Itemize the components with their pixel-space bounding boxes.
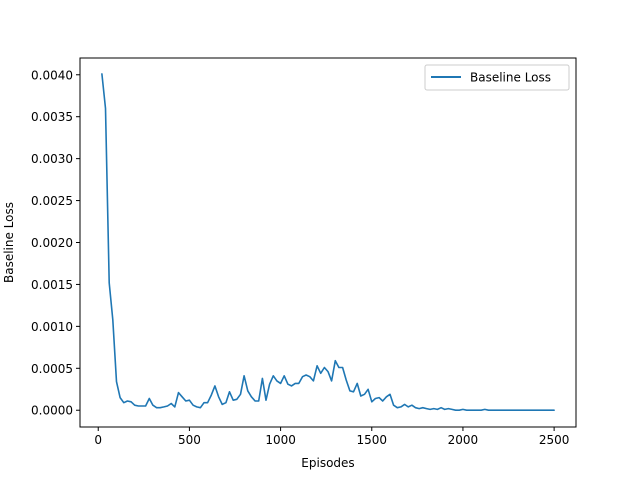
y-tick-label: 0.0040: [31, 68, 73, 82]
y-tick-label: 0.0015: [31, 278, 73, 292]
x-tick-label: 500: [178, 433, 201, 447]
x-axis-ticks: 0 500 1000 1500 2000 2500: [94, 427, 569, 447]
x-tick-label: 1000: [265, 433, 296, 447]
plot-layer: [101, 73, 555, 412]
y-axis-label: Baseline Loss: [2, 202, 16, 283]
legend-label: Baseline Loss: [470, 71, 551, 85]
y-axis-ticks: 0.0000 0.0005 0.0010 0.0015 0.0020 0.0025 0.00…: [31, 68, 80, 418]
y-tick-label: 0.0020: [31, 236, 73, 250]
y-tick-label: 0.0010: [31, 320, 73, 334]
y-tick-label: 0.0000: [31, 404, 73, 418]
x-tick-label: 2000: [448, 433, 479, 447]
y-tick-label: 0.0005: [31, 362, 73, 376]
y-tick-label: 0.0035: [31, 110, 73, 124]
series-line: [101, 73, 555, 412]
x-tick-label: 1500: [356, 433, 387, 447]
x-axis-label: Episodes: [301, 456, 354, 470]
x-tick-label: 0: [94, 433, 102, 447]
y-tick-label: 0.0030: [31, 152, 73, 166]
legend-box: [424, 64, 570, 91]
legend: Baseline Loss: [424, 64, 570, 91]
y-tick-label: 0.0025: [31, 194, 73, 208]
x-tick-label: 2500: [539, 433, 570, 447]
